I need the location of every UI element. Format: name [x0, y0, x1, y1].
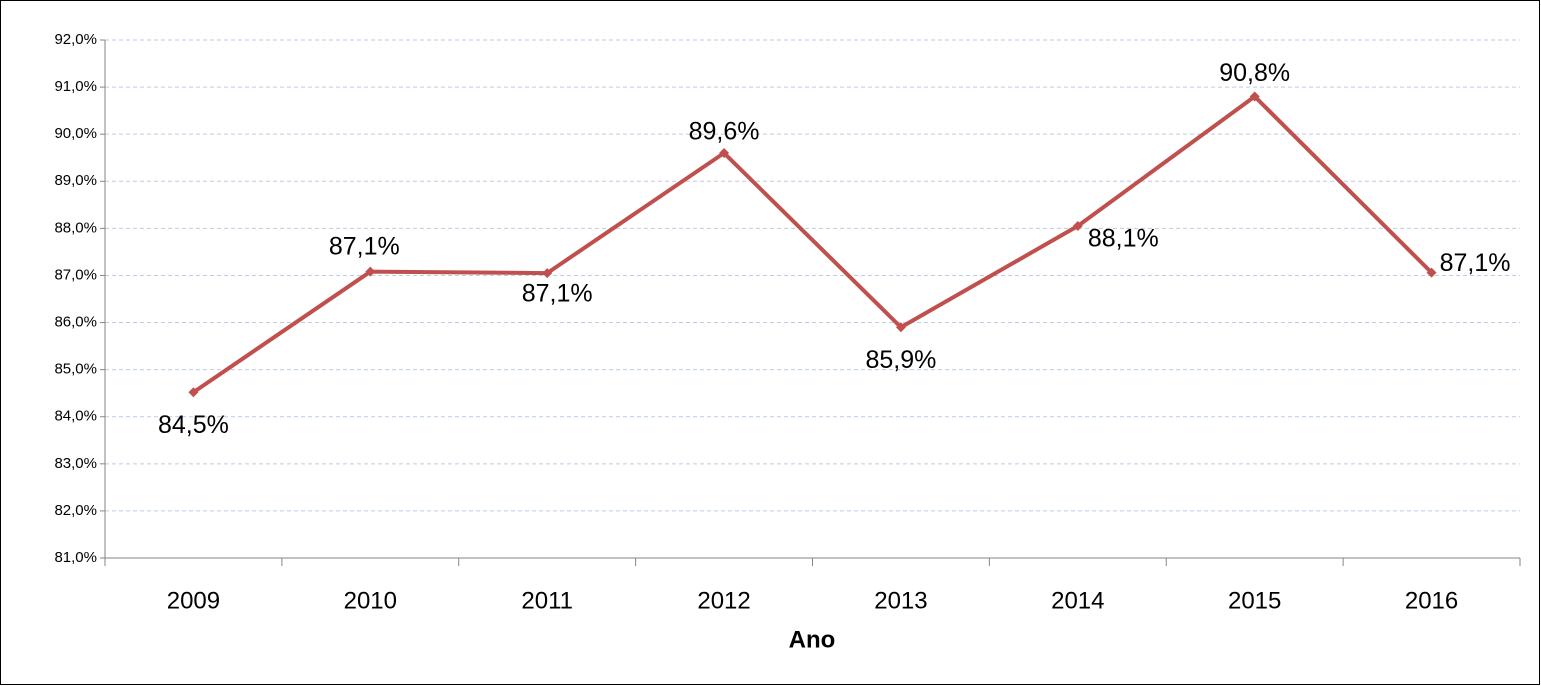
y-tick-label: 87,0% — [54, 266, 97, 283]
data-label: 85,9% — [865, 346, 936, 374]
data-label: 89,6% — [689, 118, 760, 146]
marker — [895, 322, 906, 333]
x-tick-label: 2010 — [344, 587, 397, 614]
y-tick-label: 81,0% — [54, 549, 97, 566]
data-label: 87,1% — [522, 280, 593, 308]
x-tick-label: 2009 — [167, 587, 220, 614]
y-tick-label: 92,0% — [54, 31, 97, 48]
y-tick-label: 91,0% — [54, 78, 97, 95]
data-label: 90,8% — [1219, 59, 1290, 87]
x-tick-label: 2011 — [521, 587, 573, 614]
y-tick-label: 82,0% — [54, 502, 97, 519]
y-tick-label: 85,0% — [54, 361, 97, 378]
y-tick-label: 86,0% — [54, 314, 97, 331]
data-label: 88,1% — [1088, 225, 1159, 253]
x-tick-label: 2015 — [1228, 587, 1281, 614]
y-tick-label: 90,0% — [54, 125, 97, 142]
x-axis-title: Ano — [789, 626, 836, 653]
marker — [542, 268, 553, 279]
data-label: 87,1% — [329, 232, 400, 260]
y-tick-label: 84,0% — [54, 408, 97, 425]
x-tick-label: 2013 — [874, 587, 927, 614]
marker — [1426, 267, 1437, 278]
y-tick-label: 88,0% — [54, 219, 97, 236]
data-line — [192, 94, 1433, 394]
x-tick-label: 2014 — [1051, 587, 1104, 614]
y-tick-label: 83,0% — [54, 455, 97, 472]
marker — [365, 266, 376, 277]
data-label: 84,5% — [158, 411, 229, 439]
x-tick-label: 2016 — [1405, 587, 1458, 614]
y-tick-label: 89,0% — [54, 172, 97, 189]
marker — [1072, 221, 1083, 232]
marker — [188, 387, 199, 398]
marker — [1249, 91, 1260, 102]
x-tick-label: 2012 — [697, 587, 750, 614]
data-label: 87,1% — [1440, 249, 1511, 277]
marker — [719, 148, 730, 159]
